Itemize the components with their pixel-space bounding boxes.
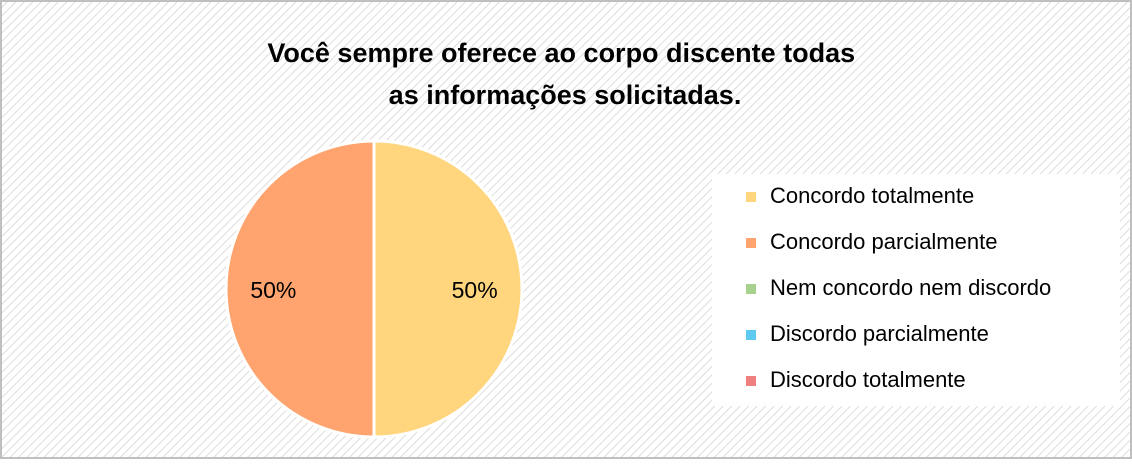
legend-label: Concordo totalmente <box>770 183 974 208</box>
data-label: 50% <box>452 277 498 303</box>
chart-title: Você sempre oferece ao corpo discente to… <box>267 38 862 110</box>
legend-label: Discordo parcialmente <box>770 321 989 346</box>
data-label: 50% <box>250 277 296 303</box>
pie-slice <box>224 139 376 439</box>
legend-swatch <box>746 238 756 248</box>
legend-swatch <box>746 192 756 202</box>
pie-slice <box>372 139 524 439</box>
legend-swatch <box>746 376 756 386</box>
legend-swatch <box>746 330 756 340</box>
legend-swatch <box>746 284 756 294</box>
legend-label: Concordo parcialmente <box>770 229 997 254</box>
legend-label: Nem concordo nem discordo <box>770 275 1051 300</box>
legend-box <box>712 174 1120 406</box>
legend-label: Discordo totalmente <box>770 367 966 392</box>
